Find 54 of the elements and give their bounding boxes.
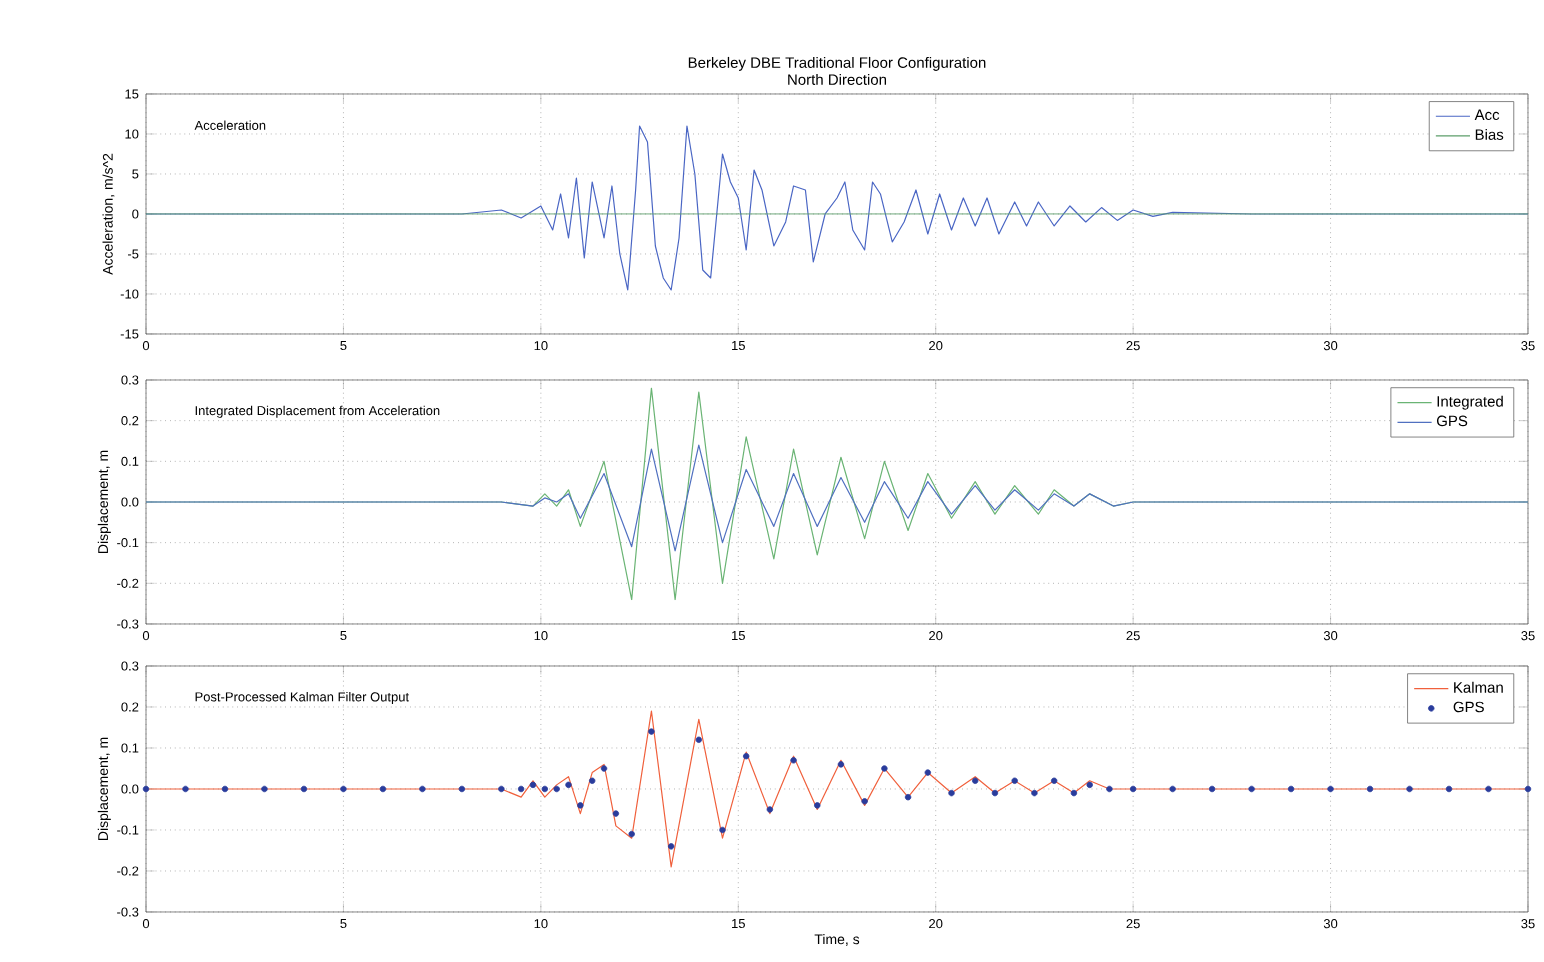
- point: [458, 785, 466, 793]
- point: [600, 765, 608, 772]
- point: [861, 798, 868, 805]
- point: [695, 736, 702, 743]
- point: [667, 843, 675, 850]
- point: [1208, 785, 1216, 793]
- point: [972, 777, 979, 784]
- point: [565, 781, 572, 789]
- point: [1366, 785, 1374, 793]
- point: [221, 785, 229, 793]
- point: [1086, 781, 1093, 789]
- point: [498, 785, 505, 793]
- point: [1011, 777, 1018, 784]
- point: [261, 785, 268, 793]
- point: [991, 789, 999, 797]
- point: [340, 785, 347, 793]
- point: [766, 806, 774, 813]
- point: [612, 810, 620, 817]
- point: [1248, 785, 1255, 793]
- point: [719, 826, 726, 834]
- point: [628, 830, 635, 838]
- point: [379, 785, 387, 793]
- point: [904, 793, 912, 801]
- point: [1485, 785, 1492, 793]
- point: [948, 789, 955, 797]
- point: [1445, 785, 1453, 793]
- point: [1524, 785, 1532, 793]
- point: [529, 781, 537, 789]
- point: [419, 785, 426, 793]
- point: [541, 785, 549, 793]
- point: [1070, 789, 1078, 797]
- point: [142, 785, 150, 793]
- point: [577, 802, 584, 809]
- point: [881, 765, 888, 772]
- line-series: [146, 444, 1528, 552]
- point: [517, 785, 525, 793]
- point: [1031, 789, 1038, 797]
- point: [1406, 785, 1413, 793]
- point: [1287, 785, 1295, 793]
- point: [588, 777, 596, 784]
- point: [742, 752, 750, 760]
- point: [182, 785, 189, 793]
- point: [1169, 785, 1176, 793]
- point: [1129, 785, 1137, 793]
- point: [300, 785, 308, 793]
- point: [790, 757, 797, 764]
- point: [553, 785, 560, 793]
- point: [648, 728, 655, 735]
- point: [1050, 777, 1058, 784]
- point: [1327, 785, 1334, 793]
- point: [924, 769, 932, 776]
- point: [837, 761, 845, 768]
- point: [1106, 785, 1113, 793]
- point: [814, 802, 821, 809]
